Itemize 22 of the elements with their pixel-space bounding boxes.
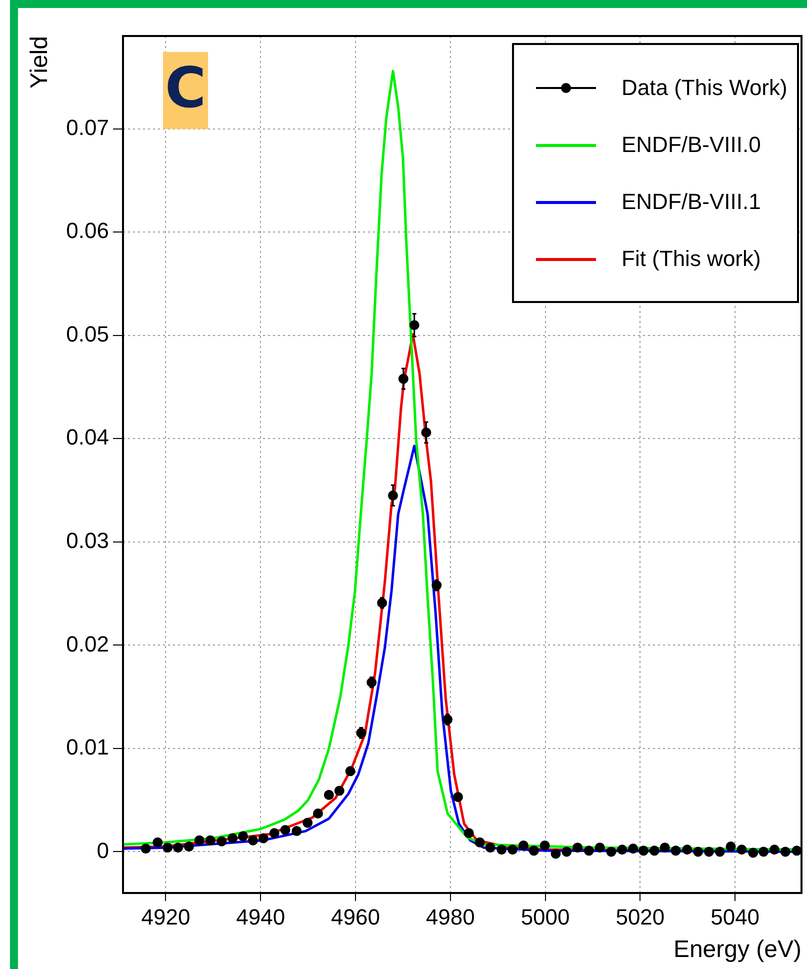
y-tick-label: 0.05 <box>66 321 109 346</box>
legend-label: ENDF/B-VIII.0 <box>622 132 761 158</box>
y-tick-label: 0 <box>96 838 109 863</box>
x-tick-label: 4940 <box>236 904 286 930</box>
x-tick-label: 5000 <box>520 904 570 930</box>
x-tick-label: 4980 <box>426 904 475 930</box>
x-tick-label: 4920 <box>141 904 190 930</box>
x-tick-label: 5020 <box>616 904 665 930</box>
legend-label: Fit (This work) <box>622 246 761 272</box>
y-tick-label: 0.04 <box>66 424 109 450</box>
y-axis-title: Yield <box>26 36 54 88</box>
y-tick-label: 0.01 <box>66 734 109 760</box>
x-tick-label: 4960 <box>331 904 380 930</box>
legend-label: Data (This Work) <box>622 74 788 100</box>
y-tick-label: 0.02 <box>66 631 109 656</box>
x-axis-title: Energy (eV) <box>673 936 802 964</box>
y-tick-label: 0.03 <box>66 528 109 553</box>
y-tick-label: 0.07 <box>66 114 109 140</box>
y-tick-label: 0.06 <box>66 218 109 244</box>
legend-label: ENDF/B-VIII.1 <box>622 188 761 214</box>
annotation: C <box>163 52 208 129</box>
x-tick-label: 5040 <box>710 904 760 930</box>
